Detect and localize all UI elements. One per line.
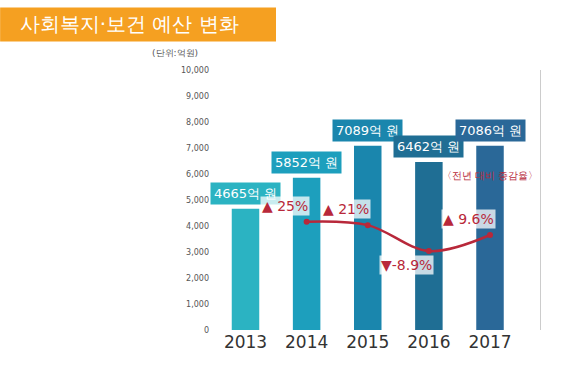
- svg-text:5,000: 5,000: [186, 196, 209, 205]
- svg-text:2017: 2017: [468, 332, 511, 352]
- svg-text:10,000: 10,000: [181, 66, 209, 75]
- svg-text:2013: 2013: [224, 332, 267, 352]
- svg-text:▲ 21%: ▲ 21%: [323, 201, 369, 217]
- svg-text:▲ 25%: ▲ 25%: [262, 198, 308, 214]
- svg-text:3,000: 3,000: [186, 248, 209, 257]
- svg-text:2016: 2016: [407, 332, 450, 352]
- svg-text:〈전년 대비 증감율〉: 〈전년 대비 증감율〉: [442, 170, 538, 181]
- svg-text:사회복지·보건 예산 변화: 사회복지·보건 예산 변화: [20, 12, 239, 36]
- svg-text:2014: 2014: [285, 332, 328, 352]
- svg-text:4665억 원: 4665억 원: [214, 186, 277, 201]
- svg-text:6,000: 6,000: [186, 170, 209, 179]
- svg-text:▼-8.9%: ▼-8.9%: [381, 257, 432, 273]
- svg-text:9,000: 9,000: [186, 92, 209, 101]
- svg-text:(단위:억원): (단위:억원): [152, 48, 198, 58]
- svg-text:5852억 원: 5852억 원: [275, 155, 338, 170]
- svg-text:▲ 9.6%: ▲ 9.6%: [443, 211, 494, 227]
- svg-text:7,000: 7,000: [186, 144, 209, 153]
- svg-text:8,000: 8,000: [186, 118, 209, 127]
- svg-text:1,000: 1,000: [186, 300, 209, 309]
- svg-text:6462억 원: 6462억 원: [397, 139, 460, 154]
- svg-text:0: 0: [204, 326, 209, 335]
- svg-text:7086억 원: 7086억 원: [459, 123, 522, 138]
- svg-text:2015: 2015: [346, 332, 389, 352]
- svg-text:2,000: 2,000: [186, 274, 209, 283]
- svg-text:7089억 원: 7089억 원: [336, 123, 399, 138]
- svg-text:4,000: 4,000: [186, 222, 209, 231]
